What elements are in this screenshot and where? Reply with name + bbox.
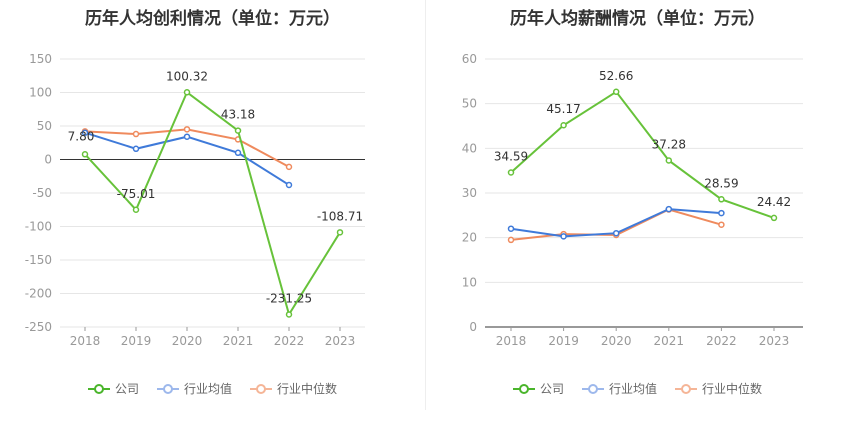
x-tick-label: 2021: [223, 334, 254, 348]
y-tick-label: -100: [25, 220, 52, 234]
data-point-industry_avg: [234, 149, 242, 157]
legend-item-industry-median[interactable]: 行业中位数: [675, 380, 762, 397]
x-tick-label: 2019: [121, 334, 152, 348]
plot-area: 60 50 40 30 20 10 0 2018 2019 2020 2021 2022 2023 34.…: [462, 52, 803, 348]
y-tick-label: 40: [462, 141, 477, 155]
data-point-company: [183, 89, 191, 96]
y-tick-label: 100: [29, 86, 52, 100]
legend-industry-avg-icon: [581, 383, 604, 394]
panel-divider: [425, 0, 426, 410]
x-tick-label: 2022: [706, 334, 737, 348]
profit-chart: 150 100 50 0 -50 -100 -150 -200 -250 2018 2019 2020…: [25, 52, 365, 348]
y-tick-label: 50: [462, 97, 477, 111]
data-point-company: [336, 229, 344, 236]
x-tick-label: 2021: [654, 334, 685, 348]
chart-title: 历年人均薪酬情况（单位：万元）: [510, 9, 765, 29]
chart-title: 历年人均创利情况（单位：万元）: [85, 9, 340, 29]
y-tick-label: -50: [32, 186, 52, 200]
data-point-industry_avg: [132, 145, 140, 153]
data-label: 52.66: [599, 69, 633, 83]
legend-label: 行业均值: [183, 382, 232, 396]
legend: 公司 行业均值 行业中位数: [425, 380, 850, 397]
x-tick-label: 2020: [601, 334, 632, 348]
legend-label: 行业均值: [608, 382, 657, 396]
data-point-industry_avg: [612, 229, 620, 237]
data-point-company: [285, 311, 293, 318]
y-tick-label: -200: [25, 287, 52, 301]
legend-label: 行业中位数: [702, 382, 763, 396]
data-point-industry_median: [132, 130, 140, 138]
x-tick-label: 2018: [70, 334, 101, 348]
data-point-company: [507, 169, 515, 176]
salary-per-capita-panel: 历年人均薪酬情况（单位：万元） 60 50 40 30 20 10 0 2018 2019 202…: [425, 0, 850, 436]
y-tick-label: 20: [462, 231, 477, 245]
data-label: 34.59: [494, 149, 528, 163]
y-tick-label: 150: [29, 52, 52, 66]
data-point-company: [81, 151, 89, 158]
data-label: -75.01: [117, 187, 156, 201]
data-point-industry_avg: [285, 181, 293, 189]
data-point-industry_avg: [507, 225, 515, 232]
data-point-industry_avg: [81, 129, 89, 136]
x-tick-label: 2023: [759, 334, 790, 348]
legend-industry-avg-icon: [156, 383, 179, 394]
y-tick-label: 0: [44, 153, 52, 167]
data-point-company: [560, 121, 567, 129]
data-label: 100.32: [166, 69, 208, 83]
data-point-company: [234, 127, 242, 134]
legend-label: 公司: [539, 382, 564, 396]
data-point-company: [132, 206, 140, 214]
profit-per-capita-panel: 历年人均创利情况（单位：万元） 150 100 50 0 -50 -100 -150 -200…: [0, 9, 425, 397]
data-point-company: [665, 157, 673, 164]
y-tick-label: 10: [462, 275, 477, 289]
data-point-industry_avg: [718, 209, 725, 217]
y-tick-label: -250: [25, 320, 52, 334]
data-point-industry_avg: [560, 233, 567, 240]
data-label: 43.18: [221, 108, 255, 122]
legend-industry-median-icon: [250, 383, 272, 394]
data-point-industry_avg: [183, 133, 191, 140]
legend-label: 公司: [114, 382, 139, 396]
legend-item-industry-median[interactable]: 行业中位数: [250, 380, 337, 397]
plot-area: 150 100 50 0 -50 -100 -150 -200 -250 2018 2019 2020…: [25, 52, 365, 348]
data-label: 7.80: [68, 129, 95, 143]
y-tick-label: -150: [25, 253, 52, 267]
data-point-company: [718, 196, 725, 203]
data-point-industry_median: [285, 163, 293, 171]
series-line-company: [510, 90, 775, 219]
legend-item-industry-avg[interactable]: 行业均值: [581, 380, 657, 397]
data-point-company: [612, 88, 620, 96]
legend-company-icon: [512, 383, 535, 394]
x-tick-label: 2020: [172, 334, 203, 348]
y-tick-label: 0: [469, 320, 477, 334]
x-tick-label: 2018: [496, 334, 527, 348]
legend-label: 行业中位数: [277, 382, 338, 396]
data-label: 28.59: [704, 176, 738, 190]
y-tick-label: 30: [462, 186, 477, 200]
data-point-industry_median: [718, 221, 725, 228]
data-point-company: [770, 214, 778, 222]
data-point-industry_median: [183, 126, 191, 133]
data-label: -231.25: [266, 291, 312, 305]
y-tick-label: 60: [462, 52, 477, 66]
data-label: -108.71: [317, 209, 363, 223]
data-label: 24.42: [757, 195, 791, 209]
data-label: 37.28: [652, 137, 686, 151]
legend-item-company[interactable]: 公司: [512, 380, 564, 397]
legend-company-icon: [87, 383, 110, 394]
legend: 公司 行业均值 行业中位数: [0, 380, 425, 397]
y-tick-label: 50: [37, 119, 52, 133]
salary-chart: 60 50 40 30 20 10 0 2018 2019 2020 2021 2022 2023 34.…: [462, 52, 803, 348]
series-line-company: [84, 90, 341, 317]
x-tick-label: 2022: [274, 334, 305, 348]
data-point-industry_avg: [665, 205, 673, 213]
series-line-industry_avg: [84, 131, 290, 186]
data-point-industry_median: [507, 236, 515, 244]
x-tick-label: 2023: [325, 334, 356, 348]
data-label: 45.17: [546, 102, 580, 116]
legend-industry-median-icon: [675, 383, 697, 394]
x-tick-label: 2019: [548, 334, 579, 348]
legend-item-industry-avg[interactable]: 行业均值: [156, 380, 232, 397]
legend-item-company[interactable]: 公司: [87, 380, 139, 397]
